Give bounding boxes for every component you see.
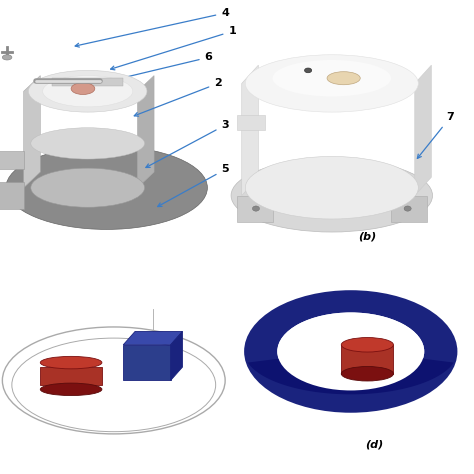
Text: (b): (b) xyxy=(358,232,376,242)
Ellipse shape xyxy=(327,72,360,85)
Polygon shape xyxy=(237,195,273,222)
Polygon shape xyxy=(242,65,258,195)
Ellipse shape xyxy=(341,366,393,381)
Polygon shape xyxy=(415,65,431,195)
Ellipse shape xyxy=(43,76,133,107)
Ellipse shape xyxy=(40,356,102,369)
Polygon shape xyxy=(123,331,182,345)
Ellipse shape xyxy=(31,128,145,159)
Ellipse shape xyxy=(404,206,411,211)
Ellipse shape xyxy=(6,146,207,229)
Ellipse shape xyxy=(273,60,391,97)
Ellipse shape xyxy=(246,156,419,219)
Polygon shape xyxy=(137,76,154,188)
Polygon shape xyxy=(341,345,393,374)
Polygon shape xyxy=(248,358,454,394)
Text: 1: 1 xyxy=(110,26,236,70)
Ellipse shape xyxy=(341,337,393,352)
Polygon shape xyxy=(237,115,265,130)
Text: 3: 3 xyxy=(146,120,229,167)
Text: 7: 7 xyxy=(418,112,454,158)
Ellipse shape xyxy=(2,55,12,60)
Ellipse shape xyxy=(246,55,419,112)
Polygon shape xyxy=(391,195,427,222)
Ellipse shape xyxy=(277,312,424,391)
Ellipse shape xyxy=(277,312,424,391)
Ellipse shape xyxy=(40,383,102,396)
Text: 6: 6 xyxy=(87,52,212,87)
Polygon shape xyxy=(123,345,171,381)
Ellipse shape xyxy=(304,68,312,73)
Polygon shape xyxy=(24,76,40,188)
Polygon shape xyxy=(171,331,182,381)
Ellipse shape xyxy=(231,159,433,232)
Text: (d): (d) xyxy=(365,439,383,449)
Ellipse shape xyxy=(71,83,95,94)
Text: 5: 5 xyxy=(158,164,229,207)
Ellipse shape xyxy=(28,71,147,112)
Ellipse shape xyxy=(252,206,260,211)
Polygon shape xyxy=(52,78,123,86)
Ellipse shape xyxy=(31,168,145,207)
Ellipse shape xyxy=(244,290,457,413)
Polygon shape xyxy=(40,366,102,385)
Text: 4: 4 xyxy=(75,8,229,47)
Polygon shape xyxy=(0,151,24,170)
Polygon shape xyxy=(0,182,24,209)
Text: 2: 2 xyxy=(134,78,222,116)
